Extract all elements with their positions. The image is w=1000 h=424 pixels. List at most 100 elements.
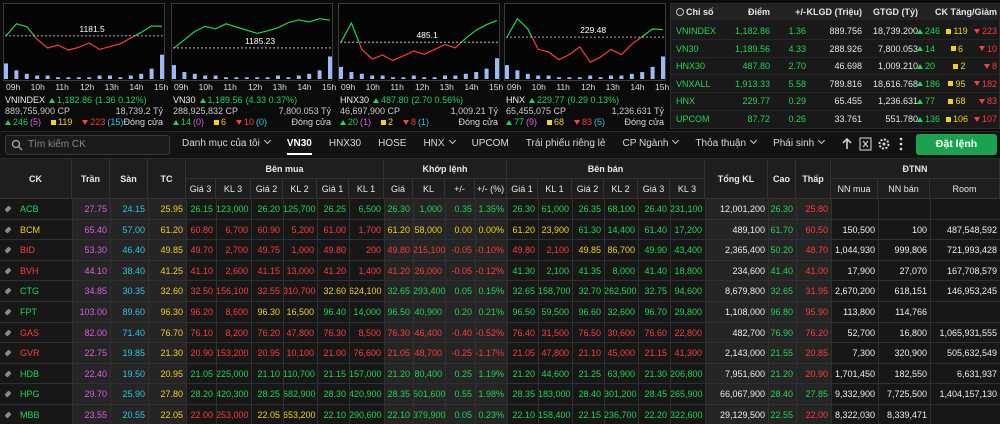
search-icon — [11, 139, 23, 151]
down-count: 10 — [986, 43, 997, 54]
tab[interactable]: Trái phiếu riêng lẻ — [526, 134, 606, 155]
symbol[interactable]: CTG — [20, 286, 39, 297]
cell: 96.50 — [512, 307, 535, 317]
index-breadth: 186 95 182 — [917, 79, 997, 89]
cell: 28.40 — [578, 389, 601, 400]
symbol[interactable]: FPT — [20, 307, 37, 317]
cell: 150,500 — [842, 224, 875, 235]
time-label: 10h — [365, 82, 380, 92]
cell: 49.80 — [387, 245, 410, 256]
symbol[interactable]: BID — [20, 245, 36, 256]
symbol[interactable]: MBB — [20, 410, 40, 420]
toolbar-icons — [842, 137, 903, 151]
trend-icon — [529, 97, 536, 103]
index-volume-row: 889,755,900 CP 18,739.2 Tỷ — [5, 106, 163, 116]
tab[interactable]: VN30 — [286, 134, 312, 155]
symbol[interactable]: BVH — [20, 265, 39, 276]
symbol[interactable]: ACB — [20, 204, 39, 214]
tab[interactable]: HOSE — [378, 134, 406, 155]
upload-icon[interactable] — [842, 137, 852, 149]
index-header: CK Tăng/Giảm — [934, 7, 997, 17]
group-header: ĐTNN — [831, 159, 1000, 179]
volume-bar — [546, 75, 551, 79]
symbol[interactable]: GAS — [20, 327, 40, 338]
volume-bar — [192, 73, 197, 79]
tab[interactable]: Thỏa thuận — [695, 134, 758, 155]
cell: 653,200 — [283, 410, 316, 420]
excel-icon[interactable] — [859, 137, 872, 151]
tab[interactable]: Phái sinh — [773, 134, 826, 155]
volume-bar — [24, 73, 29, 79]
tab[interactable]: CP Ngành — [622, 134, 680, 155]
cell: 7,725,500 — [886, 389, 927, 400]
cell: 17,900 — [847, 265, 875, 276]
volume-bar — [474, 72, 479, 79]
settings-icon[interactable] — [878, 138, 890, 150]
volume-bar — [505, 65, 509, 79]
tab[interactable]: HNX — [423, 134, 456, 155]
cell: 96.40 — [323, 307, 346, 317]
cell: 310,700 — [283, 286, 316, 297]
column-line — [317, 199, 318, 424]
index-name: VN30 — [676, 43, 699, 54]
cell: 1,701,450 — [834, 368, 875, 379]
cell: 49.80 — [512, 245, 535, 256]
cell: 46,400 — [414, 327, 442, 338]
cell: 293,400 — [413, 286, 446, 297]
index-chart: 1185.23 — [171, 3, 333, 81]
index-name: VNINDEX — [5, 95, 46, 105]
volume-bar — [422, 77, 427, 79]
reference-label: 1185.23 — [245, 36, 275, 46]
cell: 183,000 — [538, 389, 571, 400]
volume-bar — [640, 72, 645, 79]
symbol[interactable]: HPG — [20, 389, 40, 400]
symbol[interactable]: BCM — [20, 224, 40, 235]
column-line — [186, 199, 187, 424]
tab[interactable]: Danh mục của tôi — [182, 134, 271, 155]
volume-bar — [234, 77, 239, 79]
up-count: 14 — [181, 117, 192, 127]
symbol[interactable]: HDB — [20, 368, 40, 379]
cell: 158,700 — [538, 286, 571, 297]
cell: 61.20 — [512, 224, 535, 235]
volume-bar — [453, 75, 458, 79]
volume-bar — [495, 58, 499, 79]
header-bg — [0, 159, 1000, 199]
index-change: 4.33 — [788, 43, 806, 54]
volume-bar — [567, 77, 572, 79]
cell: 49.80 — [323, 245, 346, 256]
time-label: 11h — [390, 82, 404, 92]
symbol[interactable]: GVR — [20, 348, 40, 359]
index-name: VN30 — [173, 95, 196, 105]
cell: 60.90 — [257, 224, 280, 235]
tab[interactable]: HNX30 — [329, 134, 361, 155]
cell: 182,550 — [894, 368, 927, 379]
group-header: Bên mua — [186, 159, 384, 179]
down-icon — [973, 116, 980, 122]
index-volume: 889,755,900 CP — [5, 106, 71, 116]
column-shade — [796, 199, 831, 424]
tab[interactable]: UPCOM — [472, 134, 509, 155]
up: 186 — [917, 79, 940, 89]
cell: 25.95 — [160, 204, 183, 214]
index-name: HNX30 — [340, 95, 370, 105]
cell: 20.55 — [122, 410, 145, 420]
column-header: TC — [148, 159, 186, 199]
search-box[interactable]: Tìm kiếm CK — [5, 135, 170, 155]
column-shade — [413, 199, 445, 424]
cell: 32.65 — [387, 286, 410, 297]
order-button[interactable]: Đặt lệnh — [916, 134, 997, 155]
index-point: 1,189.56 — [734, 43, 770, 54]
index-breadth: 14 6 10 — [917, 44, 997, 54]
up-count: 186 — [925, 78, 941, 89]
trend-icon — [373, 97, 380, 103]
volume-bar — [432, 77, 437, 79]
volume-bar — [484, 68, 489, 79]
cell: 2,365,400 — [724, 245, 765, 256]
cell: 125,700 — [283, 204, 316, 214]
volume-bar — [4, 63, 8, 79]
index-volume-row: 288,925,832 CP 7,800.053 Tỷ — [173, 106, 331, 116]
down: 8 — [983, 61, 997, 71]
more-icon[interactable] — [899, 137, 903, 151]
cell: 1.35% — [478, 204, 504, 214]
